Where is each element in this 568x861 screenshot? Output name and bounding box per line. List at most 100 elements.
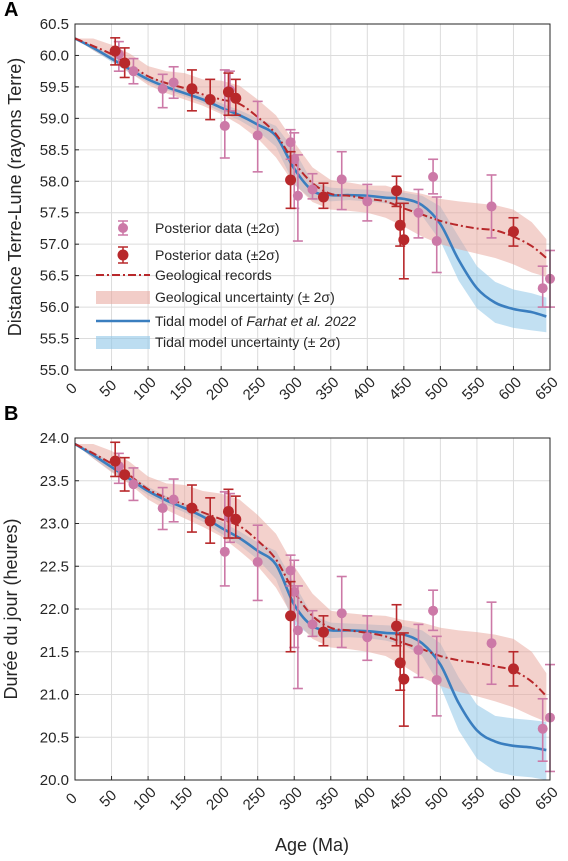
y-tick-label: 23.5 (40, 473, 69, 490)
y-tick-label: 56.0 (40, 299, 69, 316)
y-tick-label: 59.5 (40, 79, 69, 96)
y-tick-label: 58.0 (40, 173, 69, 190)
panel-a: A 55.0 55.5 56.0 56.5 57.0 57.5 58.0 58.5 59.0 59… (4, 0, 562, 404)
posterior-point-light (413, 188, 424, 239)
data-point (157, 83, 168, 94)
posterior-point-light (307, 172, 318, 200)
posterior-point-dark (507, 216, 519, 247)
panel-a-label: A (4, 0, 18, 21)
data-point (362, 196, 373, 207)
x-tick-label: 100 (130, 784, 160, 814)
y-tick-label: 57.5 (40, 205, 69, 222)
data-point (168, 494, 179, 505)
posterior-point-light (336, 150, 347, 211)
data-point (307, 184, 318, 195)
posterior-point-light (168, 478, 179, 523)
posterior-point-dark (119, 47, 131, 79)
data-point (252, 556, 263, 567)
legend-label-geological-uncertainty: Geological uncertainty (± 2σ) (155, 289, 335, 305)
posterior-point-dark (204, 78, 216, 121)
data-point (336, 608, 347, 619)
data-point (186, 83, 198, 95)
legend-label-tidal-model-prefix: Tidal model of (155, 313, 246, 329)
legend-label-tidal-model-citation: Farhat et al. 2022 (246, 313, 356, 329)
y-tick-label: 21.5 (40, 644, 69, 661)
x-tick-label: 200 (203, 374, 233, 404)
posterior-point-light (336, 575, 347, 649)
legend-label-geological-records: Geological records (155, 267, 272, 283)
data-point (119, 57, 131, 69)
panel-a-frame (74, 23, 551, 371)
geological-records-line (75, 37, 547, 259)
legend-swatch-tidal-uncertainty (96, 336, 150, 349)
data-point (219, 546, 230, 557)
geological-records-line (75, 443, 548, 697)
x-tick-label: 300 (276, 784, 306, 814)
posterior-point-light (157, 73, 168, 109)
data-point (119, 469, 131, 481)
y-tick-label: 58.5 (40, 142, 69, 159)
data-point (507, 663, 519, 675)
data-point (486, 638, 497, 649)
data-point (109, 455, 121, 467)
y-tick-label: 55.0 (40, 362, 69, 379)
posterior-point-dark (230, 495, 242, 539)
posterior-point-dark (285, 150, 297, 210)
posterior-point-light (128, 57, 139, 85)
data-point (413, 645, 424, 656)
panel-b-y-axis-label: Durée du jour (heures) (1, 518, 21, 699)
x-tick-label: 550 (459, 374, 489, 404)
x-tick-label: 200 (203, 784, 233, 814)
data-point (219, 120, 230, 131)
data-point (398, 673, 410, 685)
y-tick-label: 59.0 (40, 110, 69, 127)
data-point (128, 66, 139, 77)
data-point (391, 185, 403, 197)
legend-label-tidal-uncertainty: Tidal model uncertainty (± 2σ) (155, 334, 340, 350)
data-point (285, 610, 297, 622)
data-point (285, 565, 296, 576)
data-point (486, 201, 497, 212)
posterior-point-light (219, 69, 230, 159)
posterior-point-dark (391, 175, 403, 208)
posterior-point-light (428, 158, 439, 195)
data-point (109, 45, 121, 57)
posterior-point-dark (507, 650, 519, 687)
posterior-point-dark (186, 484, 198, 533)
panel-a-points (109, 37, 555, 308)
data-point (507, 226, 519, 238)
x-tick-label: 0 (63, 790, 81, 808)
data-point (252, 130, 263, 141)
data-point (317, 626, 329, 638)
data-point (222, 506, 234, 518)
legend-item-posterior-light: Posterior data (±2σ) (118, 220, 279, 236)
posterior-point-light (431, 635, 442, 717)
x-tick-label: 50 (96, 377, 120, 401)
data-point (168, 77, 179, 88)
posterior-point-light (537, 697, 548, 762)
x-tick-label: 650 (532, 784, 562, 814)
panel-b-x-ticks: 0 50 100 150 200 250 300 350 400 450 500 550 600 650 (63, 776, 562, 814)
posterior-point-light (486, 174, 497, 239)
data-point (230, 513, 242, 525)
posterior-point-light (128, 467, 139, 502)
x-axis-label: Age (Ma) (275, 835, 349, 855)
posterior-point-light (486, 601, 497, 686)
posterior-point-dark (109, 441, 121, 478)
posterior-point-light (252, 524, 263, 602)
y-tick-label: 60.5 (40, 16, 69, 33)
legend-item-geological-records: Geological records (96, 267, 272, 283)
panel-b-y-ticks: 20.0 20.5 21.0 21.5 22.0 22.5 23.0 23.5 24.0 (40, 430, 79, 789)
y-tick-label: 22.0 (40, 601, 69, 618)
data-point (394, 657, 406, 669)
x-tick-label: 600 (495, 374, 525, 404)
x-tick-label: 500 (422, 374, 452, 404)
legend-item-posterior-dark: Posterior data (±2σ) (117, 246, 279, 264)
data-point (317, 191, 329, 203)
data-point (204, 515, 216, 527)
legend-swatch-geological-uncertainty (96, 291, 150, 304)
x-tick-label: 250 (240, 784, 270, 814)
posterior-point-light (157, 486, 168, 531)
data-point (285, 137, 296, 148)
data-point (230, 92, 242, 104)
